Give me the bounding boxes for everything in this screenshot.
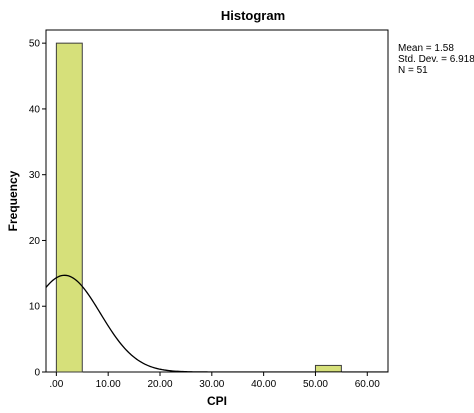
histogram-bar-0 (55, 42, 83, 373)
stat-n: N = 51 (398, 65, 428, 76)
x-axis-ticks: .00 10.00 20.00 30.00 40.00 50.00 60.00 (49, 372, 380, 390)
x-tick-label: 40.00 (251, 379, 276, 390)
x-tick-label: 20.00 (147, 379, 172, 390)
x-tick-label: 10.00 (96, 379, 121, 390)
histogram-bar-1 (314, 364, 342, 373)
x-tick-label: 60.00 (355, 379, 380, 390)
y-tick-label: 50 (29, 39, 41, 50)
normal-curve-layer (46, 274, 388, 372)
bars (55, 42, 342, 373)
y-tick-label: 0 (34, 368, 40, 379)
y-tick-label: 20 (29, 236, 41, 247)
y-axis-ticks: 0 10 20 30 40 50 (29, 39, 46, 379)
plot-area (45, 29, 389, 373)
stats-box: Mean = 1.58 Std. Dev. = 6.918 N = 51 (398, 43, 474, 76)
y-tick-label: 40 (29, 104, 41, 115)
x-axis-title: CPI (207, 394, 227, 408)
y-tick-label: 30 (29, 170, 41, 181)
x-tick-label: .00 (49, 379, 63, 390)
stat-mean: Mean = 1.58 (398, 43, 454, 54)
y-tick-label: 10 (29, 302, 41, 313)
chart-title: Histogram (221, 8, 285, 23)
x-tick-label: 30.00 (199, 379, 224, 390)
normal-curve-line (46, 274, 388, 372)
y-axis-title: Frequency (6, 170, 20, 231)
stat-std-dev: Std. Dev. = 6.918 (398, 54, 474, 65)
x-tick-label: 50.00 (303, 379, 328, 390)
